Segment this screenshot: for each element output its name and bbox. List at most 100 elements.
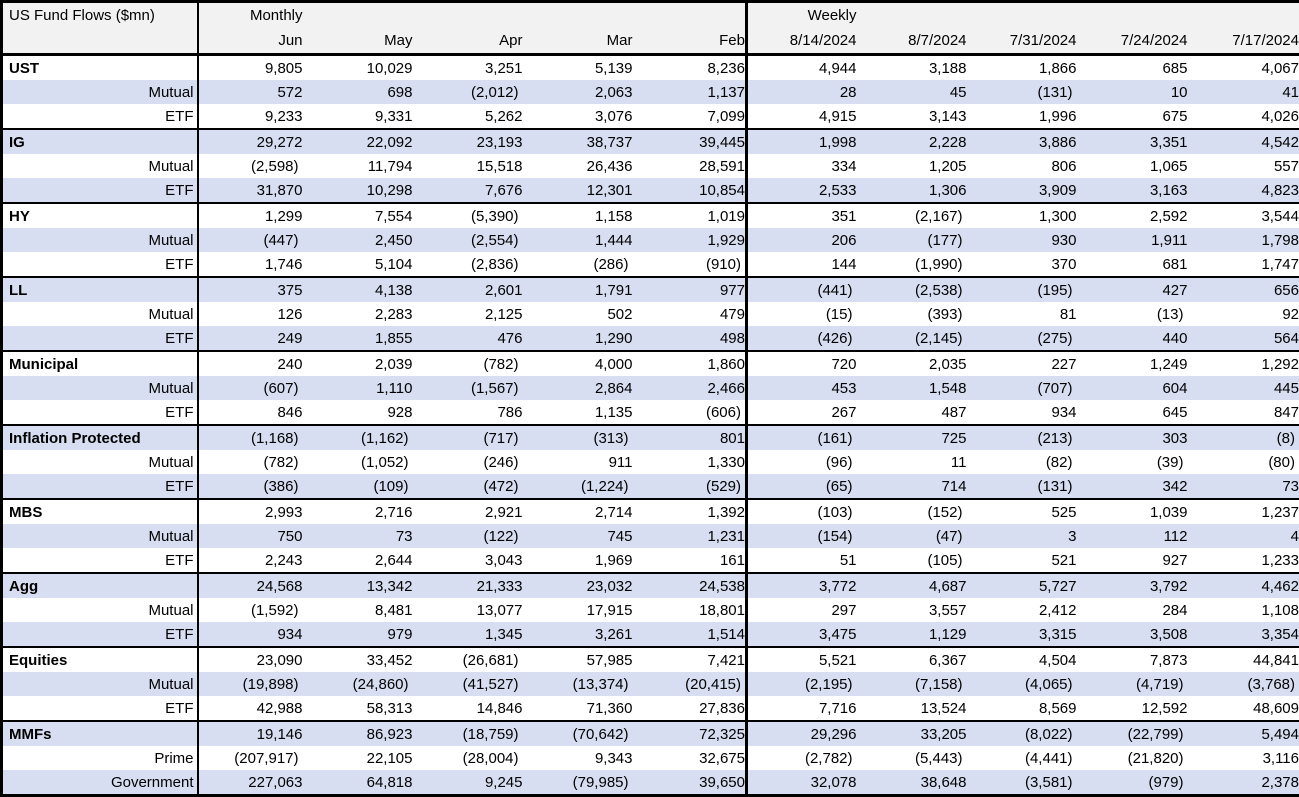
value-cell: 934 <box>967 400 1077 425</box>
value-cell: (2,836) <box>413 252 523 277</box>
value-cell: 564 <box>1188 326 1299 351</box>
value-cell: 2,644 <box>303 548 413 573</box>
value-cell: (313) <box>523 425 633 450</box>
value-cell: (2,195) <box>747 672 857 696</box>
value-cell: 1,039 <box>1077 499 1188 524</box>
value-cell: 38,737 <box>523 129 633 154</box>
value-cell: 930 <box>967 228 1077 252</box>
row-label: ETF <box>2 474 198 499</box>
value-cell: 7,873 <box>1077 647 1188 672</box>
header-spacer <box>633 2 747 29</box>
value-cell: (782) <box>413 351 523 376</box>
value-cell: (1,990) <box>857 252 967 277</box>
value-cell: 7,554 <box>303 203 413 228</box>
value-cell: 3,508 <box>1077 622 1188 647</box>
value-cell: 71,360 <box>523 696 633 721</box>
value-cell: 645 <box>1077 400 1188 425</box>
category-label: MBS <box>2 499 198 524</box>
value-cell: (529) <box>633 474 747 499</box>
value-cell: (1,224) <box>523 474 633 499</box>
category-label: IG <box>2 129 198 154</box>
value-cell: 32,078 <box>747 770 857 796</box>
value-cell: 22,092 <box>303 129 413 154</box>
value-cell: 92 <box>1188 302 1299 326</box>
value-cell: 10,298 <box>303 178 413 203</box>
value-cell: 2,228 <box>857 129 967 154</box>
value-cell: 1,444 <box>523 228 633 252</box>
value-cell: 1,746 <box>198 252 303 277</box>
table-title: US Fund Flows ($mn) <box>2 2 198 55</box>
value-cell: 445 <box>1188 376 1299 400</box>
sub-row: ETF(386)(109)(472)(1,224)(529)(65)714(13… <box>2 474 1299 499</box>
value-cell: 3,188 <box>857 55 967 81</box>
value-cell: (131) <box>967 80 1077 104</box>
value-cell: 58,313 <box>303 696 413 721</box>
value-cell: (8) <box>1188 425 1299 450</box>
value-cell: (2,782) <box>747 746 857 770</box>
value-cell: 28,591 <box>633 154 747 178</box>
value-cell: 240 <box>198 351 303 376</box>
value-cell: (20,415) <box>633 672 747 696</box>
value-cell: 427 <box>1077 277 1188 302</box>
value-cell: 303 <box>1077 425 1188 450</box>
value-cell: 1,137 <box>633 80 747 104</box>
value-cell: 3,163 <box>1077 178 1188 203</box>
value-cell: 2,378 <box>1188 770 1299 796</box>
value-cell: 249 <box>198 326 303 351</box>
sub-row: Mutual(19,898)(24,860)(41,527)(13,374)(2… <box>2 672 1299 696</box>
value-cell: (154) <box>747 524 857 548</box>
value-cell: 911 <box>523 450 633 474</box>
value-cell: 18,801 <box>633 598 747 622</box>
value-cell: 487 <box>857 400 967 425</box>
row-label: Mutual <box>2 154 198 178</box>
value-cell: 8,236 <box>633 55 747 81</box>
value-cell: 12,301 <box>523 178 633 203</box>
value-cell: 1,306 <box>857 178 967 203</box>
value-cell: 42,988 <box>198 696 303 721</box>
value-cell: (39) <box>1077 450 1188 474</box>
value-cell: 440 <box>1077 326 1188 351</box>
value-cell: 521 <box>967 548 1077 573</box>
value-cell: 1,860 <box>633 351 747 376</box>
value-cell: 45 <box>857 80 967 104</box>
value-cell: (441) <box>747 277 857 302</box>
value-cell: 3,354 <box>1188 622 1299 647</box>
row-label: Mutual <box>2 228 198 252</box>
value-cell: 2,466 <box>633 376 747 400</box>
table-header: US Fund Flows ($mn) Monthly Weekly Jun M… <box>2 2 1299 55</box>
value-cell: 934 <box>198 622 303 647</box>
value-cell: 72,325 <box>633 721 747 746</box>
value-cell: (246) <box>413 450 523 474</box>
value-cell: 847 <box>1188 400 1299 425</box>
value-cell: 2,412 <box>967 598 1077 622</box>
value-cell: (103) <box>747 499 857 524</box>
value-cell: (707) <box>967 376 1077 400</box>
row-label: Prime <box>2 746 198 770</box>
value-cell: 126 <box>198 302 303 326</box>
category-label: Inflation Protected <box>2 425 198 450</box>
value-cell: 977 <box>633 277 747 302</box>
value-cell: (195) <box>967 277 1077 302</box>
value-cell: (79,985) <box>523 770 633 796</box>
value-cell: 3,792 <box>1077 573 1188 598</box>
value-cell: 375 <box>198 277 303 302</box>
value-cell: 2,592 <box>1077 203 1188 228</box>
value-cell: 1,110 <box>303 376 413 400</box>
value-cell: 351 <box>747 203 857 228</box>
value-cell: 1,345 <box>413 622 523 647</box>
value-cell: 476 <box>413 326 523 351</box>
weekly-group-label: Weekly <box>747 2 857 29</box>
value-cell: 8,569 <box>967 696 1077 721</box>
value-cell: 698 <box>303 80 413 104</box>
value-cell: 26,436 <box>523 154 633 178</box>
value-cell: 227 <box>967 351 1077 376</box>
value-cell: 979 <box>303 622 413 647</box>
value-cell: 2,601 <box>413 277 523 302</box>
value-cell: 112 <box>1077 524 1188 548</box>
value-cell: 786 <box>413 400 523 425</box>
